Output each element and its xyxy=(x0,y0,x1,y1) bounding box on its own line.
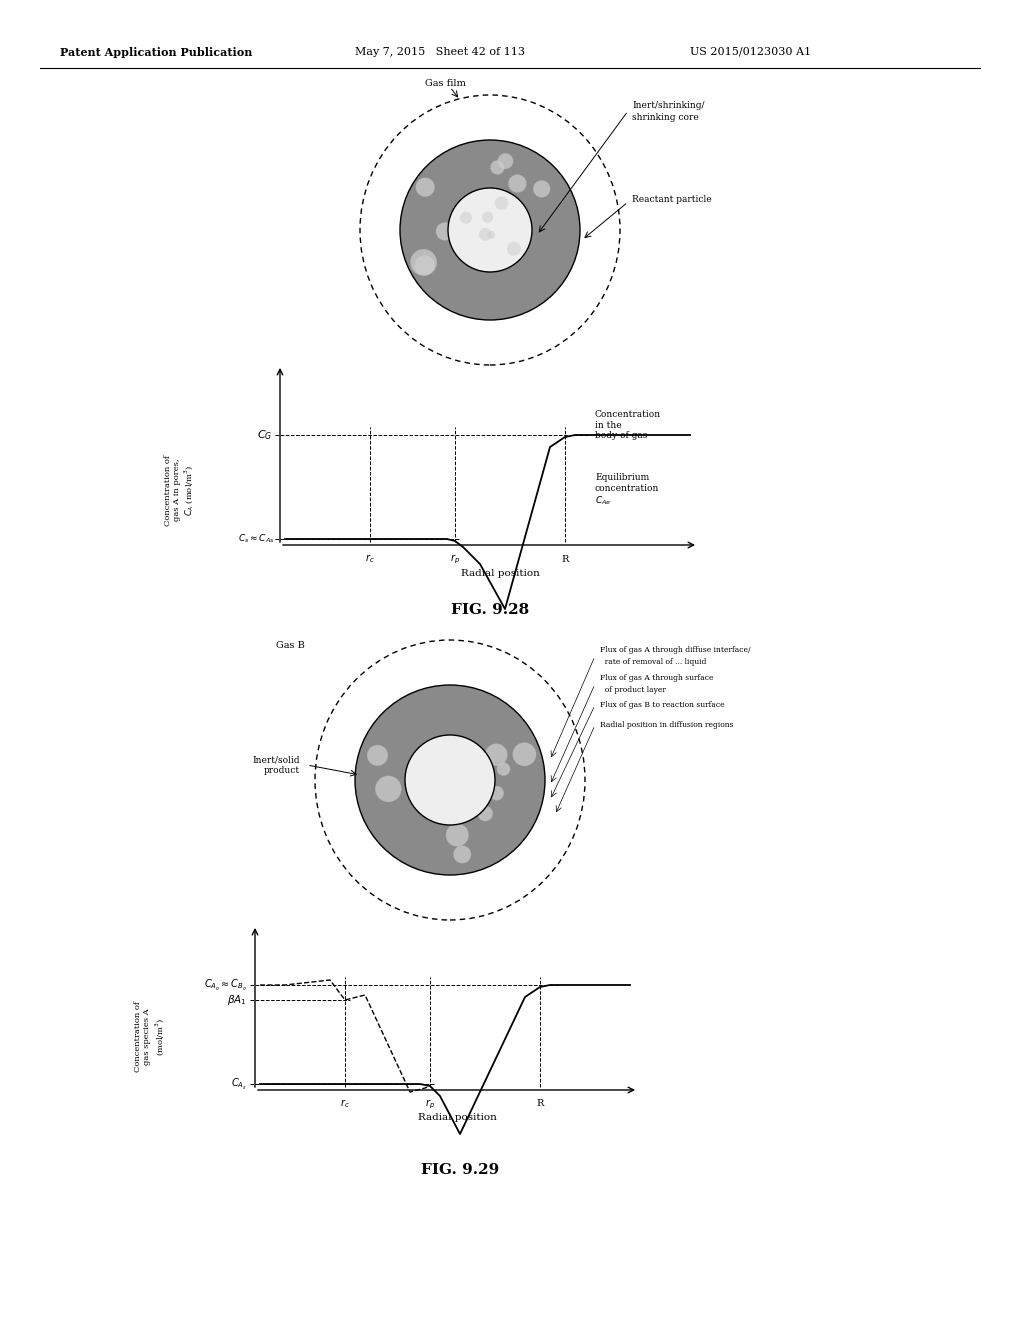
Text: rate of removal of ... liquid: rate of removal of ... liquid xyxy=(599,657,706,667)
Text: Inert/shrinking/: Inert/shrinking/ xyxy=(632,100,704,110)
Circle shape xyxy=(485,743,506,766)
Circle shape xyxy=(399,140,580,319)
Text: Gas film: Gas film xyxy=(424,78,465,87)
Text: FIG. 9.29: FIG. 9.29 xyxy=(421,1163,498,1177)
Text: Concentration of
gas species A
(mol/m$^3$): Concentration of gas species A (mol/m$^3… xyxy=(133,1002,166,1072)
Circle shape xyxy=(405,735,494,825)
Text: Radial position in diffusion regions: Radial position in diffusion regions xyxy=(599,721,733,729)
Circle shape xyxy=(490,160,504,174)
Text: Flux of gas A through diffuse interface/: Flux of gas A through diffuse interface/ xyxy=(599,645,750,653)
Circle shape xyxy=(375,776,401,803)
Circle shape xyxy=(355,685,544,875)
Circle shape xyxy=(410,249,436,276)
Text: $C_{A_o} \approx C_{B_o}$: $C_{A_o} \approx C_{B_o}$ xyxy=(204,978,247,993)
Text: $r_c$: $r_c$ xyxy=(340,1098,350,1110)
Text: Reactant particle: Reactant particle xyxy=(632,195,711,205)
Circle shape xyxy=(414,256,434,276)
Text: R: R xyxy=(560,554,569,564)
Text: of product layer: of product layer xyxy=(599,686,665,694)
Text: $C_{A_s}$: $C_{A_s}$ xyxy=(231,1077,247,1092)
Circle shape xyxy=(496,763,510,776)
Circle shape xyxy=(497,153,513,169)
Circle shape xyxy=(367,744,387,766)
Text: Flux of gas A through surface: Flux of gas A through surface xyxy=(599,675,713,682)
Circle shape xyxy=(533,181,549,198)
Text: Flux of gas B to reaction surface: Flux of gas B to reaction surface xyxy=(599,701,723,709)
Text: $r_c$: $r_c$ xyxy=(365,553,374,565)
Text: R: R xyxy=(536,1100,543,1109)
Circle shape xyxy=(416,178,434,197)
Text: US 2015/0123030 A1: US 2015/0123030 A1 xyxy=(689,48,810,57)
Circle shape xyxy=(506,242,521,256)
Text: Inert/solid
product: Inert/solid product xyxy=(253,755,300,775)
Text: Gas B: Gas B xyxy=(276,640,305,649)
Circle shape xyxy=(447,187,532,272)
Circle shape xyxy=(445,824,468,846)
Circle shape xyxy=(487,231,495,239)
Circle shape xyxy=(460,211,472,224)
Text: Radial position: Radial position xyxy=(417,1114,496,1122)
Text: Patent Application Publication: Patent Application Publication xyxy=(60,46,252,58)
Circle shape xyxy=(513,743,536,766)
Text: $r_p$: $r_p$ xyxy=(449,552,460,566)
Text: $r_p$: $r_p$ xyxy=(425,1097,434,1110)
Text: Concentration
in the
body of gas: Concentration in the body of gas xyxy=(594,411,660,440)
Circle shape xyxy=(479,228,491,240)
Circle shape xyxy=(507,174,526,193)
Text: Equilibrium
concentration
$C_{Ae}$: Equilibrium concentration $C_{Ae}$ xyxy=(594,473,658,507)
Text: Concentration of
gas A in pores,
$C_A$ (mol/m$^3$): Concentration of gas A in pores, $C_A$ (… xyxy=(163,454,196,525)
Text: May 7, 2015   Sheet 42 of 113: May 7, 2015 Sheet 42 of 113 xyxy=(355,48,525,57)
Circle shape xyxy=(477,807,492,821)
Circle shape xyxy=(489,785,503,800)
Text: FIG. 9.28: FIG. 9.28 xyxy=(450,603,529,616)
Text: $\beta A_1$: $\beta A_1$ xyxy=(227,993,247,1007)
Text: Radial position: Radial position xyxy=(461,569,539,578)
Text: $C_{G}$: $C_{G}$ xyxy=(257,428,272,442)
Circle shape xyxy=(435,223,453,240)
Circle shape xyxy=(481,211,493,223)
Text: $C_s \approx C_{As}$: $C_s \approx C_{As}$ xyxy=(238,533,275,545)
Circle shape xyxy=(494,197,507,210)
Circle shape xyxy=(452,846,471,863)
Text: shrinking core: shrinking core xyxy=(632,114,698,123)
